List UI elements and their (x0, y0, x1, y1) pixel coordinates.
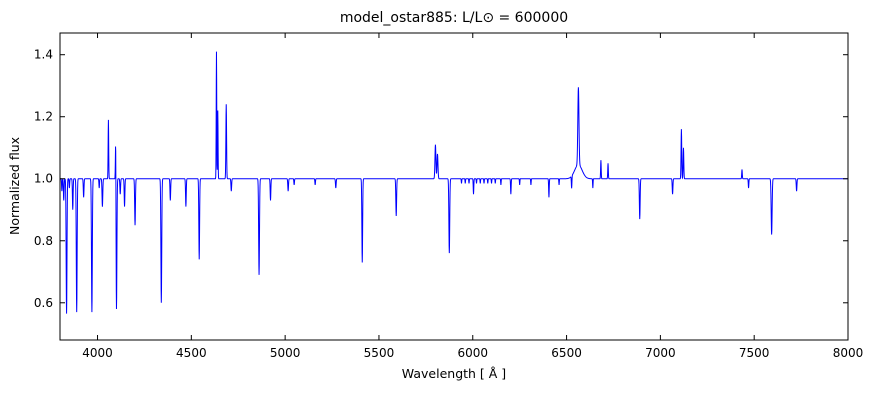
x-tick-label: 7000 (645, 346, 676, 360)
plot-frame (59, 32, 849, 341)
y-tick-label: 0.6 (34, 296, 53, 310)
x-tick-label: 4000 (82, 346, 113, 360)
spectrum-line (60, 51, 848, 314)
x-tick-label: 8000 (833, 346, 864, 360)
x-tick-label: 5500 (364, 346, 395, 360)
y-tick-label: 1.2 (34, 110, 53, 124)
y-tick-label: 1.0 (34, 172, 53, 186)
x-axis-label: Wavelength [ Å ] (402, 366, 506, 381)
x-tick-label: 6500 (551, 346, 582, 360)
x-tick-label: 7500 (739, 346, 770, 360)
plot-title: model_ostar885: L/L⊙ = 600000 (340, 10, 568, 26)
y-tick-label: 0.8 (34, 234, 53, 248)
y-axis-label: Normalized flux (7, 137, 22, 235)
x-tick-label: 6000 (457, 346, 488, 360)
x-tick-label: 4500 (176, 346, 207, 360)
plot-content: 4000 4500 5000 5500 6000 6500 7000 7500 8000 0.6 0… (34, 32, 864, 360)
x-tick-label: 5000 (270, 346, 301, 360)
y-tick-label: 1.4 (34, 48, 53, 62)
